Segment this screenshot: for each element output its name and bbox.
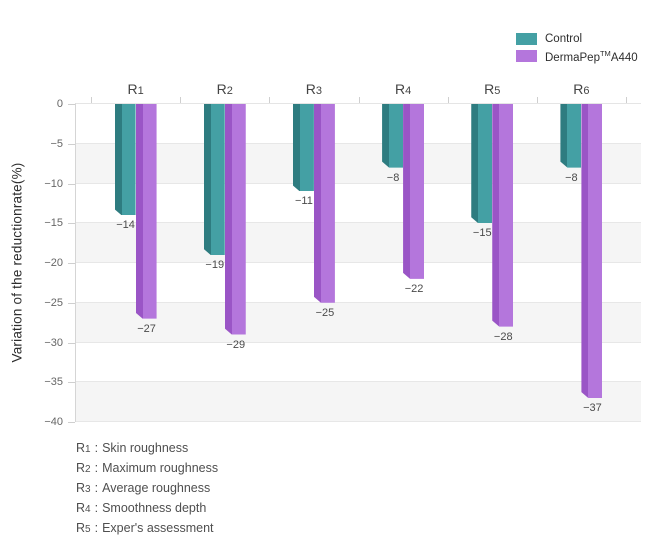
bar-value-label: −11 xyxy=(294,195,313,208)
category-label: R4 xyxy=(394,81,412,97)
bar-dermapep-r6 xyxy=(581,104,602,398)
bar-dermapep-r5 xyxy=(492,104,513,327)
y-tick-label: −30 xyxy=(44,336,63,349)
y-tick-mark xyxy=(68,342,75,344)
footnote-item: R3: Average roughness xyxy=(76,481,211,495)
bar-value-label: −25 xyxy=(315,306,335,319)
y-tick-label: −10 xyxy=(44,177,63,190)
x-tick-mark xyxy=(536,97,538,103)
plot-area: 0 −5 −10 −15 −20 −25 −30 −35 −40 R1 −14 −27 R2 −19 −29… xyxy=(44,81,641,428)
bar-dermapep-r2 xyxy=(225,104,246,335)
footnote-item: R5: Exper's assessment xyxy=(76,521,214,535)
bar-dermapep-r3 xyxy=(314,104,335,303)
y-tick-label: −20 xyxy=(44,257,63,269)
y-tick-mark xyxy=(68,104,75,105)
bar-value-label: −37 xyxy=(583,402,602,415)
y-tick-mark xyxy=(68,223,75,225)
x-tick-mark xyxy=(447,97,449,103)
legend-item: Control xyxy=(516,33,638,45)
bar-value-label: −22 xyxy=(404,282,424,295)
grid-band xyxy=(76,382,641,422)
bar-control-r2 xyxy=(204,104,225,255)
legend-swatch xyxy=(516,33,537,45)
grid-band xyxy=(76,143,641,184)
legend-label: Control xyxy=(545,33,583,45)
footnote-item: R1: Skin roughness xyxy=(76,441,189,455)
bar-value-label: −19 xyxy=(205,259,225,272)
grid-band xyxy=(76,223,641,263)
bar-control-r5 xyxy=(471,104,492,223)
x-tick-mark xyxy=(626,97,627,103)
legend: Control DermaPepTMA440 xyxy=(516,33,638,68)
y-tick-mark xyxy=(68,382,75,384)
y-tick-mark xyxy=(68,263,75,264)
bar-control-r1 xyxy=(115,104,136,215)
category-label: R3 xyxy=(305,81,323,97)
category-label: R1 xyxy=(127,81,144,97)
y-tick-label: −5 xyxy=(50,137,63,150)
x-tick-mark xyxy=(91,97,92,103)
bar-value-label: −15 xyxy=(472,227,492,240)
grid-band xyxy=(76,263,641,303)
legend-label: DermaPepTMA440 xyxy=(545,49,638,64)
bar-dermapep-r1 xyxy=(136,104,157,319)
bar-control-r3 xyxy=(293,104,314,191)
y-tick-label: 0 xyxy=(56,98,63,110)
y-tick-label: −25 xyxy=(44,296,63,309)
category-label: R6 xyxy=(573,81,590,97)
y-tick-label: −35 xyxy=(44,376,63,389)
grid-band xyxy=(76,183,641,224)
category-label: R2 xyxy=(216,81,233,97)
bar-dermapep-r4 xyxy=(403,104,424,279)
footnote-item: R4: Smoothness depth xyxy=(76,501,207,515)
bar-value-label: −28 xyxy=(493,330,513,343)
bar-value-label: −29 xyxy=(226,338,246,351)
y-tick-mark xyxy=(68,422,75,423)
x-tick-mark xyxy=(269,97,271,103)
bar-value-label: −8 xyxy=(386,171,400,184)
bar-control-r6 xyxy=(560,104,581,168)
category-label: R5 xyxy=(484,81,501,97)
bar-value-label: −14 xyxy=(116,219,135,232)
grid-band xyxy=(76,104,641,144)
y-tick-label: −15 xyxy=(44,217,63,230)
y-tick-mark xyxy=(68,302,75,304)
grid-band xyxy=(76,342,641,383)
y-tick-mark xyxy=(68,143,75,145)
bar-control-r4 xyxy=(382,104,403,168)
x-tick-mark xyxy=(180,97,182,103)
bar-value-label: −27 xyxy=(137,322,156,335)
footnotes: R1: Skin roughness R2: Maximum roughness R3:… xyxy=(76,439,218,539)
legend-item: DermaPepTMA440 xyxy=(516,49,638,64)
footnote-item: R2: Maximum roughness xyxy=(76,461,219,475)
x-tick-mark xyxy=(358,97,360,103)
grid-band xyxy=(76,302,641,343)
y-tick-mark xyxy=(68,183,75,185)
y-tick-label: −40 xyxy=(44,416,63,428)
bar-value-label: −8 xyxy=(565,171,578,184)
legend-swatch xyxy=(516,50,537,63)
